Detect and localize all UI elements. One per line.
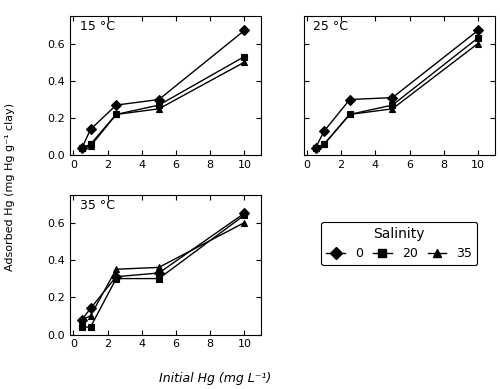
Text: 25 °C: 25 °C	[313, 20, 348, 33]
Text: 15 °C: 15 °C	[80, 20, 114, 33]
Text: Initial Hg (mg L⁻¹): Initial Hg (mg L⁻¹)	[159, 372, 271, 385]
Text: 35 °C: 35 °C	[80, 199, 114, 212]
Text: Adsorbed Hg (mg Hg g⁻¹ clay): Adsorbed Hg (mg Hg g⁻¹ clay)	[5, 103, 15, 271]
Legend: 0, 20, 35: 0, 20, 35	[322, 222, 478, 265]
